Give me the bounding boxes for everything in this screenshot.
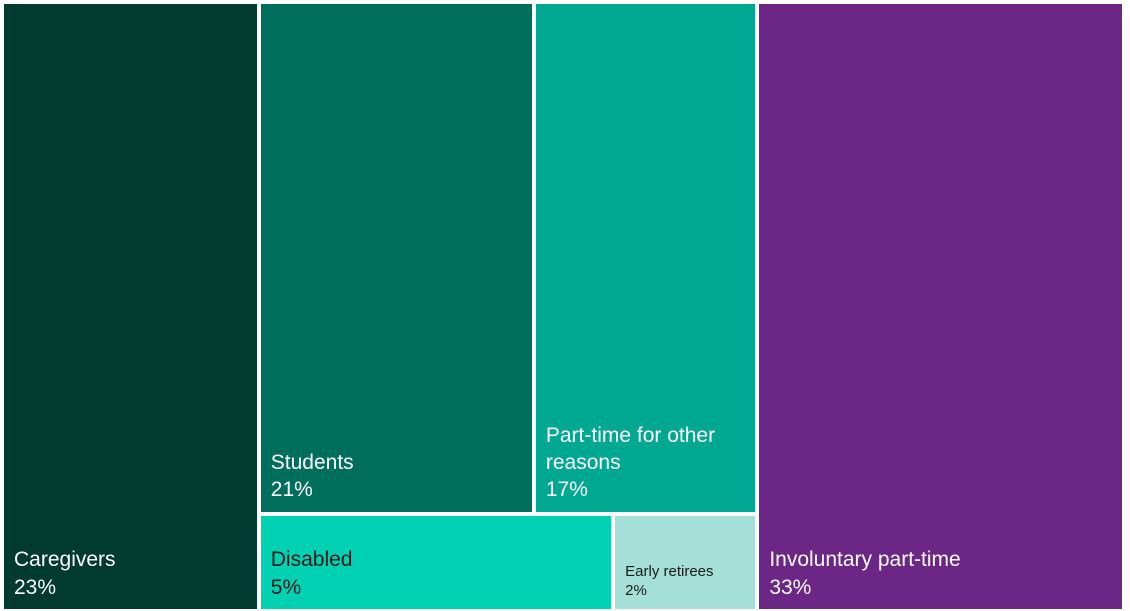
tile-value: 21% — [270, 478, 313, 502]
tile-label: Early retirees — [625, 563, 714, 581]
tile-value: 23% — [14, 575, 57, 599]
tile-value: 33% — [769, 575, 812, 599]
tile-value: 5% — [270, 575, 302, 599]
tile-early-retirees: Early retirees 2% — [615, 515, 756, 609]
tile-involuntary-part-time: Involuntary part-time 33% — [759, 4, 1122, 609]
tile-value: 17% — [545, 478, 588, 502]
tile-value: 2% — [625, 582, 647, 600]
tile-part-time-other-reasons: Part-time for other reasons 17% — [535, 4, 756, 512]
tile-disabled: Disabled 5% — [260, 515, 612, 609]
tile-caregivers: Caregivers 23% — [4, 4, 257, 609]
tile-label: Involuntary part-time — [769, 548, 961, 572]
tile-students: Students 21% — [260, 4, 532, 512]
tile-label: Caregivers — [14, 548, 116, 572]
tile-label: Disabled — [270, 548, 353, 572]
tile-label: Students — [270, 450, 354, 474]
tile-label: Part-time for other reasons — [545, 423, 716, 474]
